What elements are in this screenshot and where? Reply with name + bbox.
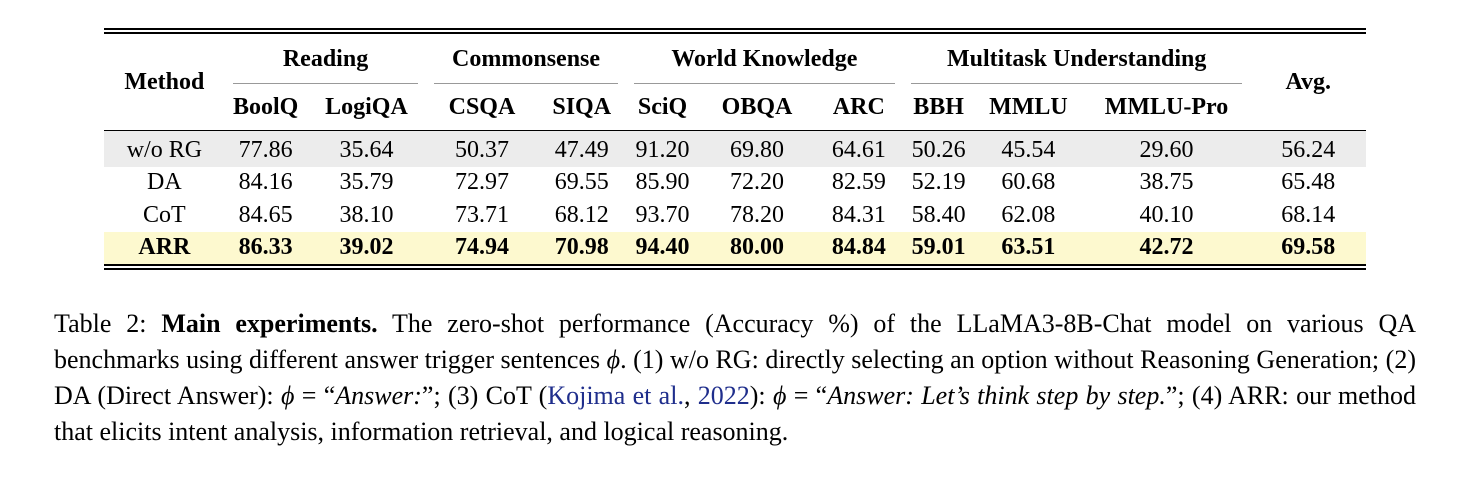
row-method: CoT <box>143 201 186 228</box>
col-header: OBQA <box>721 93 793 120</box>
cell: 93.70 <box>635 201 690 228</box>
cell: 73.71 <box>454 201 509 228</box>
col-header: LogiQA <box>325 93 408 120</box>
cell: 85.90 <box>635 169 690 196</box>
cell: 35.79 <box>339 169 394 196</box>
table-row: DA 84.16 35.79 72.97 69.55 85.90 72.20 8… <box>104 167 1366 200</box>
cell: 58.40 <box>911 201 966 228</box>
cell: 74.94 <box>426 231 538 264</box>
phi-symbol: ϕ <box>606 345 621 374</box>
table-row: CoT 84.65 38.10 73.71 68.12 93.70 78.20 … <box>104 199 1366 232</box>
cell: 35.64 <box>306 131 427 167</box>
cell: 45.54 <box>974 131 1083 167</box>
cell: 68.12 <box>554 201 609 228</box>
cell: 38.75 <box>1139 169 1194 196</box>
table-row-highlighted: ARR 86.33 39.02 74.94 70.98 94.40 80.00 … <box>104 231 1366 264</box>
cell: 50.26 <box>902 131 975 167</box>
cell: 72.97 <box>454 169 509 196</box>
col-header: SIQA <box>552 93 612 120</box>
cell: 38.10 <box>339 201 394 228</box>
cell: 72.20 <box>730 169 784 196</box>
cell: 39.02 <box>306 231 427 264</box>
col-header: ARC <box>832 93 885 120</box>
group-header-world-knowledge: World Knowledge <box>626 34 903 84</box>
phi-symbol: ϕ <box>280 381 295 410</box>
caption-text: , <box>683 381 698 410</box>
cell: 64.61 <box>814 131 903 167</box>
cell: 40.10 <box>1139 201 1194 228</box>
caption-text: . (1) w/o RG: directly selecting an opti… <box>54 345 1416 410</box>
caption-text: The zero-shot performance (Accuracy %) o… <box>54 309 1416 374</box>
caption-text: ”; (4) ARR: our method that elicits inte… <box>54 381 1417 446</box>
cell: 78.20 <box>730 201 784 228</box>
row-method: w/o RG <box>104 131 225 167</box>
col-header: MMLU <box>989 93 1068 120</box>
cell: 42.72 <box>1082 231 1251 264</box>
cell: 60.68 <box>1001 169 1056 196</box>
cell: 59.01 <box>902 231 975 264</box>
group-header-multitask: Multitask Understanding <box>903 34 1251 84</box>
col-header: SciQ <box>637 93 688 120</box>
cell: 70.98 <box>537 231 626 264</box>
caption-label: Table 2: <box>54 309 162 338</box>
cell: 91.20 <box>625 131 700 167</box>
col-header: CSQA <box>448 93 516 120</box>
caption-text: = “ <box>294 381 336 410</box>
cot-trigger-text: Answer: Let’s think step by step. <box>827 381 1166 410</box>
caption-text: = “ <box>786 381 828 410</box>
caption-text: ”; (3) CoT ( <box>421 381 548 410</box>
cell: 80.00 <box>699 231 815 264</box>
cell: 84.84 <box>814 231 903 264</box>
cell: 84.16 <box>238 169 293 196</box>
caption-text: ): <box>749 381 773 410</box>
results-table: Method Reading Commonsense World Knowled… <box>104 28 1366 270</box>
row-method: ARR <box>104 231 225 264</box>
group-header-commonsense: Commonsense <box>426 34 625 84</box>
da-trigger-text: Answer: <box>335 381 422 410</box>
group-header-reading: Reading <box>225 34 427 84</box>
col-header: BoolQ <box>233 93 299 120</box>
phi-symbol: ϕ <box>772 381 787 410</box>
cell: 84.31 <box>831 201 886 228</box>
col-header: MMLU-Pro <box>1104 93 1229 120</box>
cell: 50.37 <box>426 131 538 167</box>
cell: 69.80 <box>699 131 815 167</box>
cell-avg: 65.48 <box>1281 169 1336 196</box>
mid-rule <box>104 130 1366 131</box>
cell-avg: 69.58 <box>1250 231 1366 264</box>
caption-title: Main experiments. <box>161 309 378 338</box>
col-header: BBH <box>913 93 964 120</box>
cell: 69.55 <box>554 169 609 196</box>
cell: 52.19 <box>911 169 966 196</box>
cell: 47.49 <box>537 131 626 167</box>
cell: 82.59 <box>831 169 886 196</box>
cell-avg: 68.14 <box>1281 201 1336 228</box>
bottom-rule <box>104 264 1366 270</box>
table-row: w/o RG 77.86 35.64 50.37 47.49 91.20 69.… <box>104 131 1366 167</box>
citation-year-link[interactable]: 2022 <box>697 381 750 410</box>
row-method: DA <box>147 169 182 196</box>
cell: 77.86 <box>224 131 307 167</box>
cell: 62.08 <box>1001 201 1056 228</box>
cell: 29.60 <box>1082 131 1251 167</box>
top-rule <box>104 28 1366 34</box>
avg-header: Avg. <box>1285 68 1331 95</box>
cell: 84.65 <box>238 201 293 228</box>
cell: 63.51 <box>974 231 1083 264</box>
cell: 86.33 <box>224 231 307 264</box>
citation-author-link[interactable]: Kojima et al. <box>547 381 684 410</box>
cell: 94.40 <box>625 231 700 264</box>
cell-avg: 56.24 <box>1250 131 1366 167</box>
table-caption: Table 2: Main experiments. The zero-shot… <box>54 306 1416 450</box>
method-header: Method <box>124 68 205 95</box>
